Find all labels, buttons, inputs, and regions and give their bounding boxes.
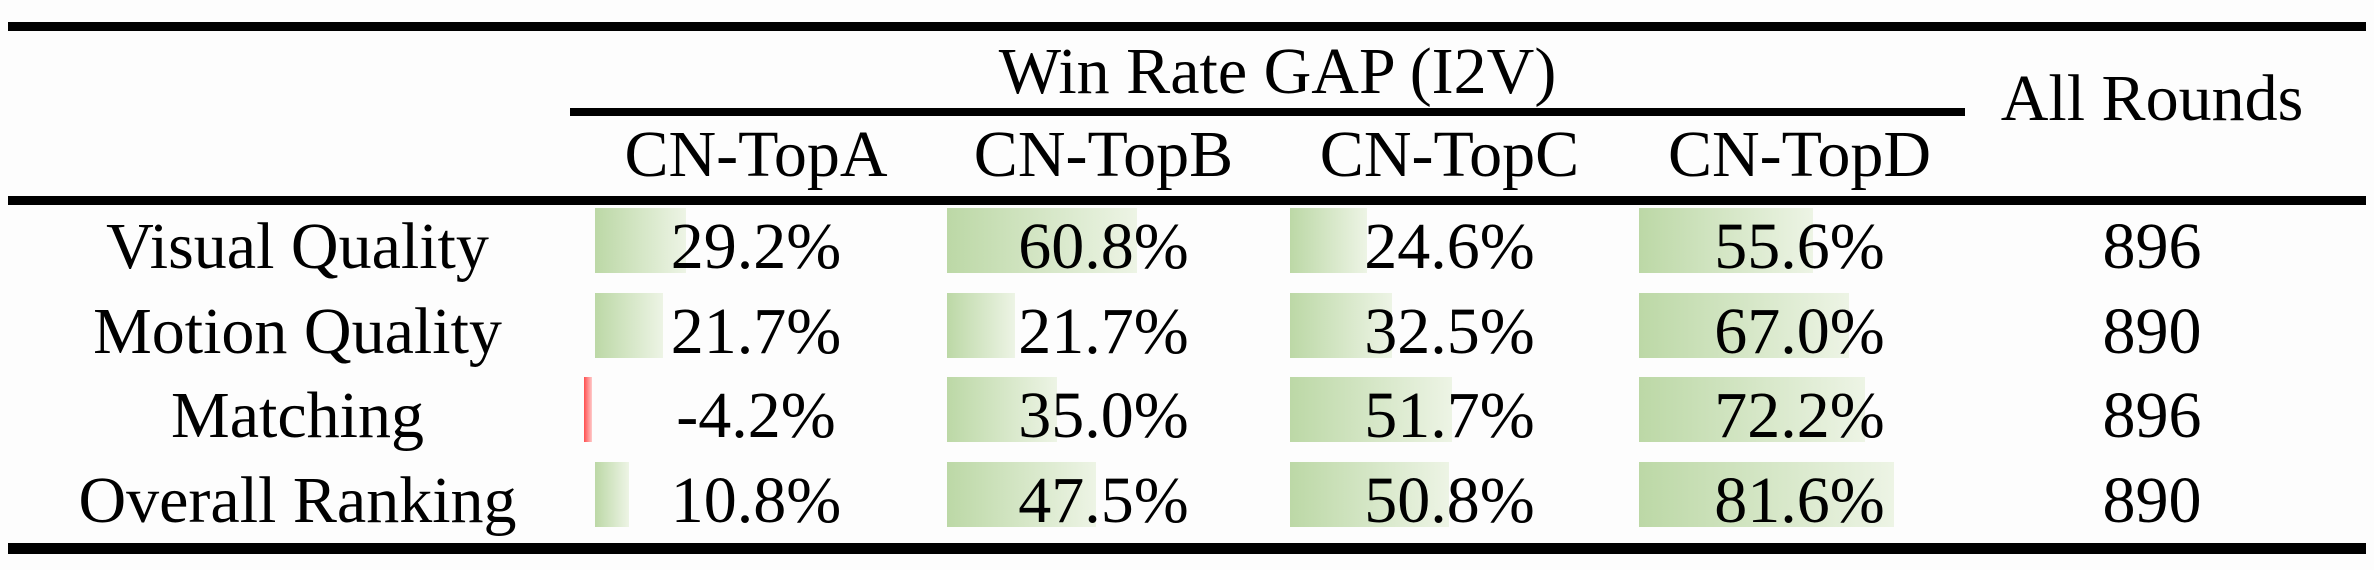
win-rate-cell: 72.2%: [1639, 374, 1990, 459]
win-rate-cell: 81.6%: [1639, 459, 1990, 544]
header-body-divider-rule: [8, 196, 2366, 205]
positive-data-bar: [595, 461, 629, 527]
positive-data-bar: [1639, 292, 1849, 358]
win-rate-value: 47.5%: [1018, 463, 1189, 537]
win-rate-value: 10.8%: [670, 463, 842, 537]
win-rate-cell: 24.6%: [1290, 205, 1639, 290]
win-rate-cell: 67.0%: [1639, 290, 1990, 375]
win-rate-cell: 10.8%: [595, 459, 947, 544]
win-rate-cell: 60.8%: [947, 205, 1290, 290]
table-row: Matching -4.2% 35.0% 51.7% 72.2% 896: [0, 374, 2374, 459]
positive-data-bar: [1290, 377, 1452, 442]
win-rate-value: 81.6%: [1714, 463, 1885, 537]
win-rate-value: 24.6%: [1364, 210, 1535, 283]
row-label: Visual Quality: [106, 210, 489, 283]
all-rounds-value: 896: [2102, 379, 2202, 452]
win-rate-cell: 21.7%: [595, 290, 947, 375]
win-rate-cell: 55.6%: [1639, 205, 1990, 290]
column-header-all-rounds: All Rounds: [2000, 61, 2304, 135]
win-rate-cell: 32.5%: [1290, 290, 1639, 375]
win-rate-value: 35.0%: [1018, 379, 1189, 452]
column-header-cn-topa: CN-TopA: [624, 118, 888, 191]
row-label: Motion Quality: [93, 294, 502, 368]
positive-data-bar: [1639, 377, 1865, 442]
table-body: Visual Quality 29.2% 60.8% 24.6% 55.6% 896 Mot…: [0, 205, 2374, 543]
column-header-cn-topc: CN-TopC: [1319, 118, 1580, 191]
win-rate-value: 55.6%: [1714, 210, 1885, 283]
positive-data-bar: [595, 208, 686, 273]
positive-data-bar: [1290, 292, 1392, 358]
positive-data-bar: [595, 292, 663, 358]
group-header-win-rate-gap: Win Rate GAP (I2V): [998, 35, 1557, 108]
positive-data-bar: [1639, 208, 1813, 273]
win-rate-cell: 35.0%: [947, 374, 1290, 459]
win-rate-value: 72.2%: [1714, 379, 1885, 452]
win-rate-cell: 47.5%: [947, 459, 1290, 544]
all-rounds-value: 890: [2102, 463, 2202, 537]
positive-data-bar: [947, 208, 1137, 273]
win-rate-cell: 21.7%: [947, 290, 1290, 375]
win-rate-value: 60.8%: [1018, 210, 1189, 283]
win-rate-value: 29.2%: [670, 210, 842, 283]
positive-data-bar: [947, 292, 1015, 358]
table-row: Overall Ranking 10.8% 47.5% 50.8% 81.6% 890: [0, 459, 2374, 544]
table-header: Win Rate GAP (I2V) All Rounds CN-TopA CN-…: [0, 31, 2374, 196]
table-row: Visual Quality 29.2% 60.8% 24.6% 55.6% 896: [0, 205, 2374, 290]
all-rounds-value: 890: [2102, 294, 2202, 368]
win-rate-cell: 50.8%: [1290, 459, 1639, 544]
win-rate-cell: 51.7%: [1290, 374, 1639, 459]
win-rate-value: 21.7%: [670, 294, 842, 368]
win-rate-cell: 29.2%: [595, 205, 947, 290]
group-header-underline: [570, 108, 1965, 116]
win-rate-value: 32.5%: [1364, 294, 1535, 368]
positive-data-bar: [947, 377, 1057, 442]
win-rate-value: 21.7%: [1018, 294, 1189, 368]
positive-data-bar: [1639, 461, 1894, 527]
win-rate-value: 51.7%: [1364, 379, 1535, 452]
column-header-cn-topb: CN-TopB: [973, 118, 1234, 191]
win-rate-cell: -4.2%: [584, 374, 947, 459]
row-label: Overall Ranking: [78, 463, 517, 537]
row-label: Matching: [171, 379, 424, 452]
all-rounds-value: 896: [2102, 210, 2202, 283]
positive-data-bar: [1290, 461, 1449, 527]
positive-data-bar: [947, 461, 1096, 527]
negative-data-bar: [584, 377, 592, 442]
win-rate-value: -4.2%: [676, 379, 836, 452]
positive-data-bar: [1290, 208, 1367, 273]
win-rate-value: 67.0%: [1714, 294, 1885, 368]
column-header-cn-topd: CN-TopD: [1667, 118, 1932, 191]
win-rate-value: 50.8%: [1364, 463, 1535, 537]
table-bottom-rule: [8, 543, 2366, 554]
table-row: Motion Quality 21.7% 21.7% 32.5% 67.0% 890: [0, 290, 2374, 375]
table-top-rule: [8, 22, 2366, 31]
